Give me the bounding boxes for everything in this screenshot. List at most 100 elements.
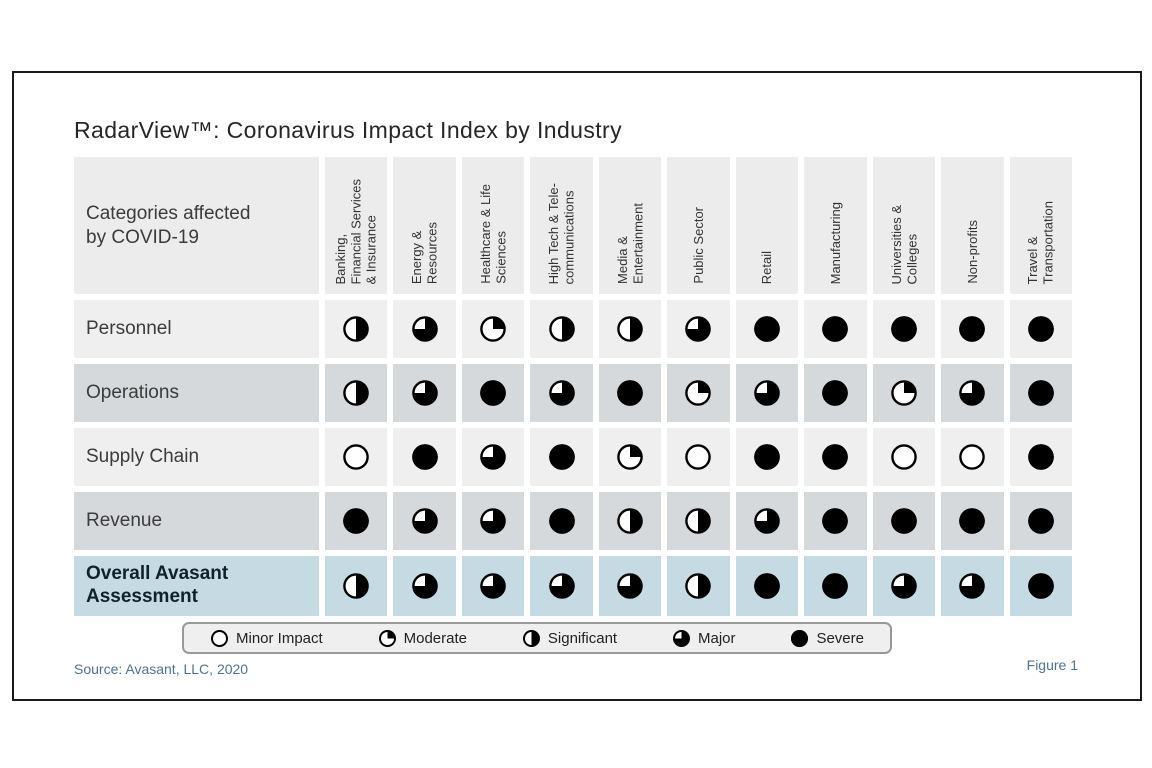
- column-header: Manufacturing: [804, 157, 867, 294]
- column-header: Media & Entertainment: [598, 157, 662, 294]
- column-header-label: Non-profits: [964, 220, 980, 284]
- harvey-ball-severe-icon: [480, 380, 506, 406]
- harvey-ball-severe-icon: [754, 573, 780, 599]
- harvey-ball-severe-icon: [822, 508, 849, 534]
- harvey-ball-major-icon: [959, 380, 986, 406]
- column-header: Universities & Colleges: [872, 157, 936, 294]
- column-header: Healthcare & Life Sciences: [461, 157, 525, 294]
- impact-cell: [1009, 492, 1072, 550]
- impact-cell: [461, 300, 525, 358]
- harvey-ball-major-icon: [754, 508, 780, 534]
- legend-item-minor: Minor Impact: [210, 629, 323, 648]
- harvey-ball-major-icon: [617, 573, 643, 599]
- harvey-ball-severe-icon: [548, 444, 575, 470]
- impact-cell: [325, 300, 388, 358]
- harvey-ball-major-icon: [673, 629, 691, 647]
- impact-cell: [598, 364, 662, 422]
- impact-cell: [941, 428, 1004, 486]
- harvey-ball-significant-icon: [685, 573, 712, 599]
- harvey-ball-severe-icon: [822, 444, 849, 470]
- column-header: Non-profits: [941, 157, 1004, 294]
- harvey-ball-severe-icon: [959, 316, 986, 342]
- harvey-ball-severe-icon: [754, 444, 780, 470]
- column-header-label: Manufacturing: [827, 201, 843, 284]
- impact-cell: [804, 364, 867, 422]
- impact-cell: [667, 428, 730, 486]
- impact-cell: [461, 428, 525, 486]
- column-header: High Tech & Tele- communications: [530, 157, 593, 294]
- harvey-ball-severe-icon: [754, 316, 780, 342]
- legend-item-major: Major: [672, 629, 736, 648]
- column-header: Retail: [735, 157, 799, 294]
- harvey-ball-major-icon: [891, 573, 917, 599]
- legend-item-significant: Significant: [522, 629, 617, 648]
- figure-title: RadarView™: Coronavirus Impact Index by …: [74, 117, 623, 143]
- figure-frame: RadarView™: Coronavirus Impact Index by …: [12, 71, 1142, 701]
- legend-item-severe: Severe: [790, 629, 864, 648]
- impact-cell: [804, 300, 867, 358]
- impact-cell: [667, 300, 730, 358]
- impact-cell: [804, 428, 867, 486]
- harvey-ball-moderate-icon: [480, 316, 506, 342]
- impact-cell: [530, 300, 593, 358]
- impact-cell: [393, 492, 456, 550]
- row-label: Supply Chain: [74, 428, 319, 486]
- legend-item-moderate: Moderate: [378, 629, 467, 648]
- harvey-ball-severe-icon: [617, 380, 643, 406]
- harvey-ball-significant-icon: [343, 316, 370, 342]
- harvey-ball-major-icon: [411, 316, 438, 342]
- impact-legend: Minor Impact Moderate Significant Major Seve…: [182, 622, 892, 654]
- impact-cell: [530, 556, 593, 616]
- impact-cell: [598, 556, 662, 616]
- harvey-ball-severe-icon: [959, 508, 986, 534]
- impact-cell: [325, 364, 388, 422]
- harvey-ball-significant-icon: [522, 629, 540, 647]
- impact-cell: [804, 492, 867, 550]
- harvey-ball-severe-icon: [891, 508, 917, 534]
- harvey-ball-major-icon: [411, 380, 438, 406]
- impact-cell: [1009, 364, 1072, 422]
- harvey-ball-minor-icon: [685, 444, 712, 470]
- harvey-ball-severe-icon: [343, 508, 370, 534]
- impact-cell: [735, 364, 799, 422]
- harvey-ball-significant-icon: [548, 316, 575, 342]
- harvey-ball-major-icon: [480, 508, 506, 534]
- harvey-ball-moderate-icon: [685, 380, 712, 406]
- impact-cell: [393, 428, 456, 486]
- harvey-ball-major-icon: [548, 573, 575, 599]
- impact-cell: [1009, 428, 1072, 486]
- harvey-ball-major-icon: [480, 444, 506, 470]
- column-header: Travel & Transportation: [1009, 157, 1072, 294]
- impact-cell: [325, 556, 388, 616]
- source-note: Source: Avasant, LLC, 2020: [74, 661, 249, 677]
- row-label: Revenue: [74, 492, 319, 550]
- harvey-ball-major-icon: [411, 573, 438, 599]
- column-header: Public Sector: [667, 157, 730, 294]
- harvey-ball-severe-icon: [1027, 380, 1054, 406]
- harvey-ball-major-icon: [548, 380, 575, 406]
- impact-table: Categories affected by COVID-19 Banking, …: [74, 157, 1072, 616]
- impact-cell: [1009, 556, 1072, 616]
- impact-cell: [598, 492, 662, 550]
- impact-cell: [735, 428, 799, 486]
- impact-cell: [325, 428, 388, 486]
- impact-cell: [735, 300, 799, 358]
- harvey-ball-moderate-icon: [891, 380, 917, 406]
- column-header-label: High Tech & Tele- communications: [546, 182, 577, 284]
- harvey-ball-minor-icon: [211, 629, 228, 647]
- legend-label: Severe: [816, 629, 864, 647]
- impact-cell: [667, 556, 730, 616]
- column-header-label: Energy & Resources: [409, 221, 440, 284]
- harvey-ball-severe-icon: [1027, 316, 1054, 342]
- harvey-ball-major-icon: [685, 316, 712, 342]
- harvey-ball-severe-icon: [822, 380, 849, 406]
- impact-cell: [530, 492, 593, 550]
- column-header-label: Public Sector: [690, 207, 706, 284]
- harvey-ball-major-icon: [959, 573, 986, 599]
- impact-cell: [667, 364, 730, 422]
- impact-cell: [461, 492, 525, 550]
- row-label: Overall Avasant Assessment: [74, 556, 319, 616]
- harvey-ball-severe-icon: [891, 316, 917, 342]
- impact-cell: [941, 492, 1004, 550]
- harvey-ball-moderate-icon: [617, 444, 643, 470]
